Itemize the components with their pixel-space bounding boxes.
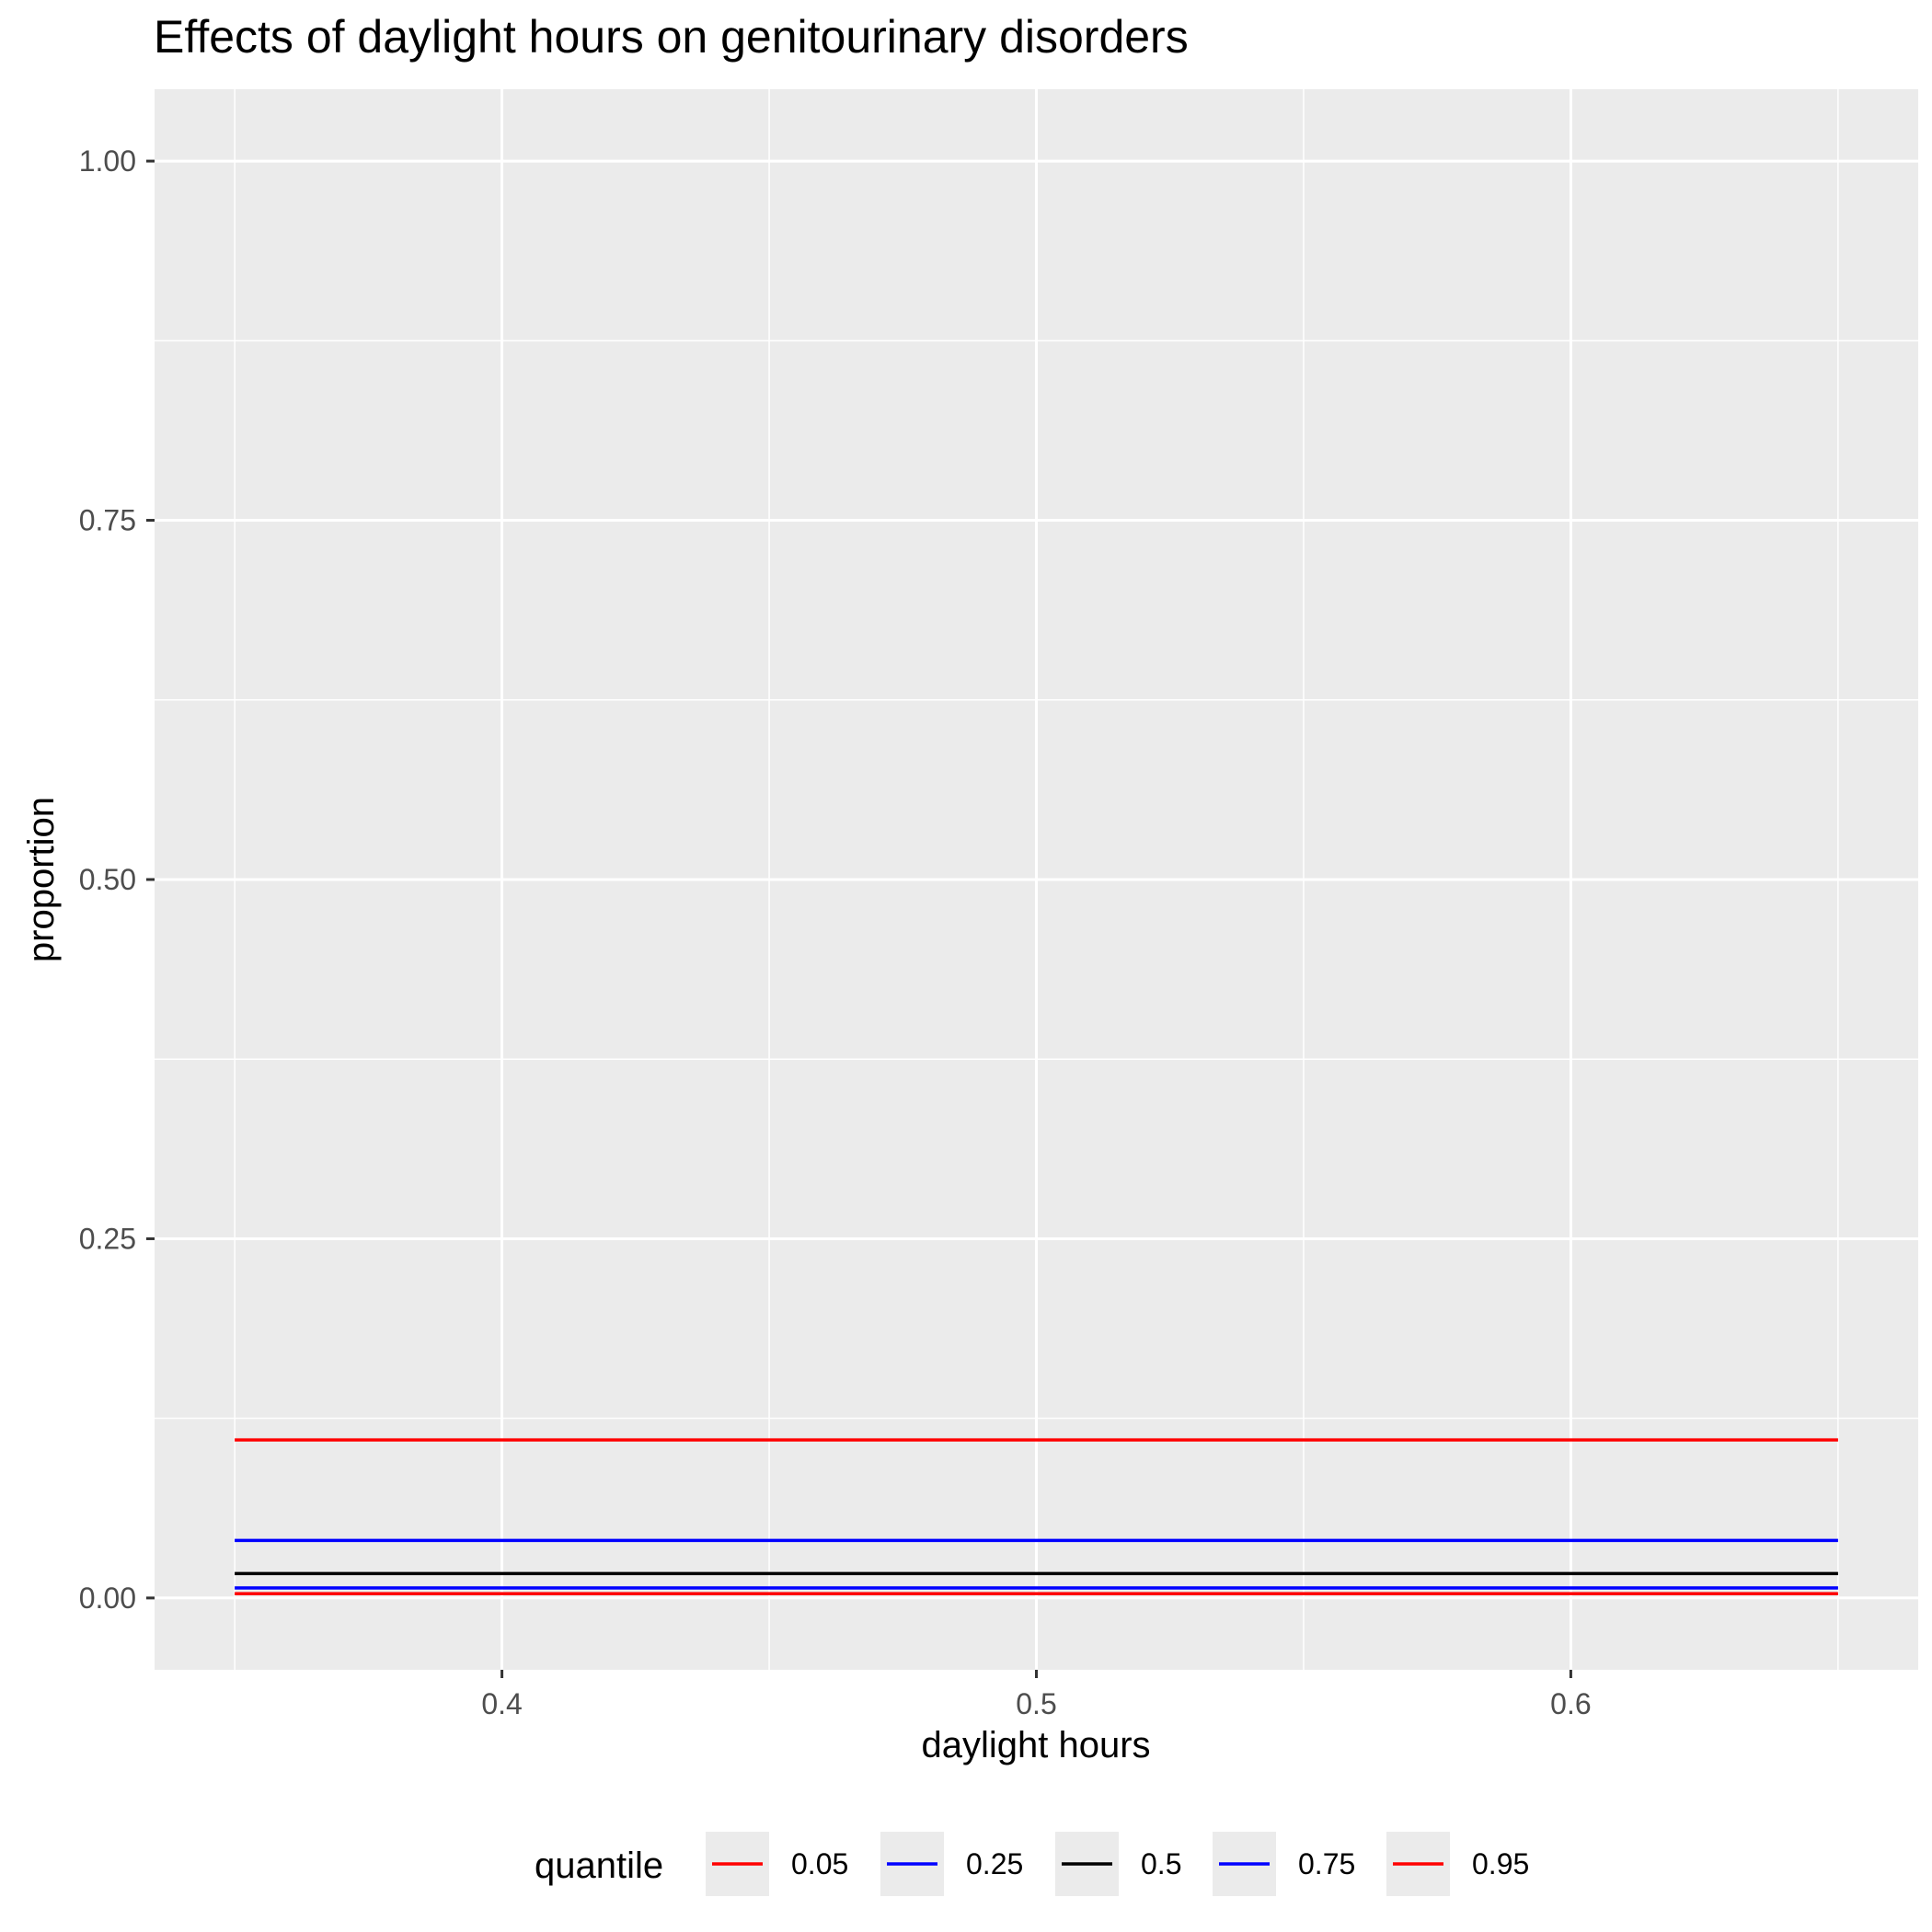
- x-axis-label: daylight hours: [921, 1725, 1150, 1765]
- x-tick-labels: 0.4 0.5 0.6: [481, 1687, 1591, 1720]
- axis-ticks: [146, 159, 1572, 1678]
- y-axis-label: proportion: [21, 797, 62, 962]
- y-tick-label: 1.00: [79, 144, 136, 178]
- series-lines: [235, 1438, 1838, 1595]
- legend: quantile 0.05 0.25 0.5 0.75 0.95: [535, 1832, 1529, 1896]
- legend-label-0.05: 0.05: [791, 1847, 848, 1880]
- legend-items: 0.05 0.25 0.5 0.75 0.95: [706, 1832, 1529, 1896]
- y-tick-label: 0.25: [79, 1222, 136, 1255]
- legend-label-0.5: 0.5: [1141, 1847, 1181, 1880]
- y-tick-label: 0.75: [79, 504, 136, 537]
- y-tick-label: 0.00: [79, 1581, 136, 1615]
- chart-title: Effects of daylight hours on genitourina…: [154, 11, 1189, 63]
- legend-label-0.95: 0.95: [1472, 1847, 1529, 1880]
- y-tick-labels: 0.00 0.25 0.50 0.75 1.00: [79, 144, 136, 1615]
- legend-title: quantile: [535, 1846, 663, 1886]
- x-tick-label: 0.4: [481, 1687, 522, 1720]
- x-tick-label: 0.6: [1550, 1687, 1591, 1720]
- legend-label-0.25: 0.25: [966, 1847, 1023, 1880]
- y-tick-label: 0.50: [79, 863, 136, 896]
- x-tick-label: 0.5: [1016, 1687, 1056, 1720]
- major-gridlines: [155, 89, 1918, 1670]
- legend-label-0.75: 0.75: [1298, 1847, 1355, 1880]
